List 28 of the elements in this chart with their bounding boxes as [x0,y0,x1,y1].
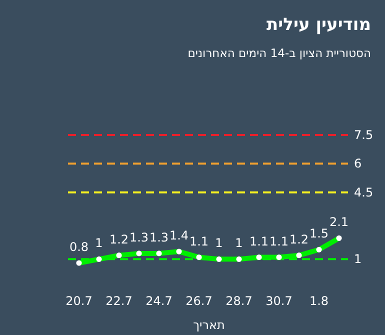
ref-line-label: 1 [354,252,362,266]
data-label: 1.3 [129,230,149,244]
data-label: 1.2 [109,232,129,246]
x-tick-label: 30.7 [266,294,292,308]
ref-line-label: 6 [354,156,362,171]
data-label: 1.2 [289,232,309,246]
x-tick-label: 22.7 [106,294,132,308]
x-tick-label: 20.7 [66,294,92,308]
x-tick-label: 24.7 [146,294,172,308]
data-label: 1 [95,236,103,250]
x-axis-title: תאריך [193,318,225,332]
ref-line-label: 4.5 [354,185,374,200]
x-tick-label: 1.8 [309,294,329,308]
data-label: 1.1 [249,234,269,248]
data-label: 1 [235,236,243,250]
data-label: 1.5 [309,226,329,241]
data-label: 1.1 [269,234,289,248]
chart-title: מודיעין עילית [266,15,371,35]
ref-line-label: 7.5 [354,128,374,142]
data-label: 0.8 [69,240,89,254]
x-tick-label: 28.7 [226,294,252,308]
data-label: 1.4 [169,228,189,243]
data-label: 1.3 [149,230,169,244]
x-tick-label: 26.7 [186,294,212,308]
data-label: 2.1 [329,215,349,230]
data-label: 1 [215,236,223,250]
data-label: 1.1 [189,234,209,248]
chart-subtitle: הסטוריית הציון ב-14 הימים האחרונים [188,46,371,60]
